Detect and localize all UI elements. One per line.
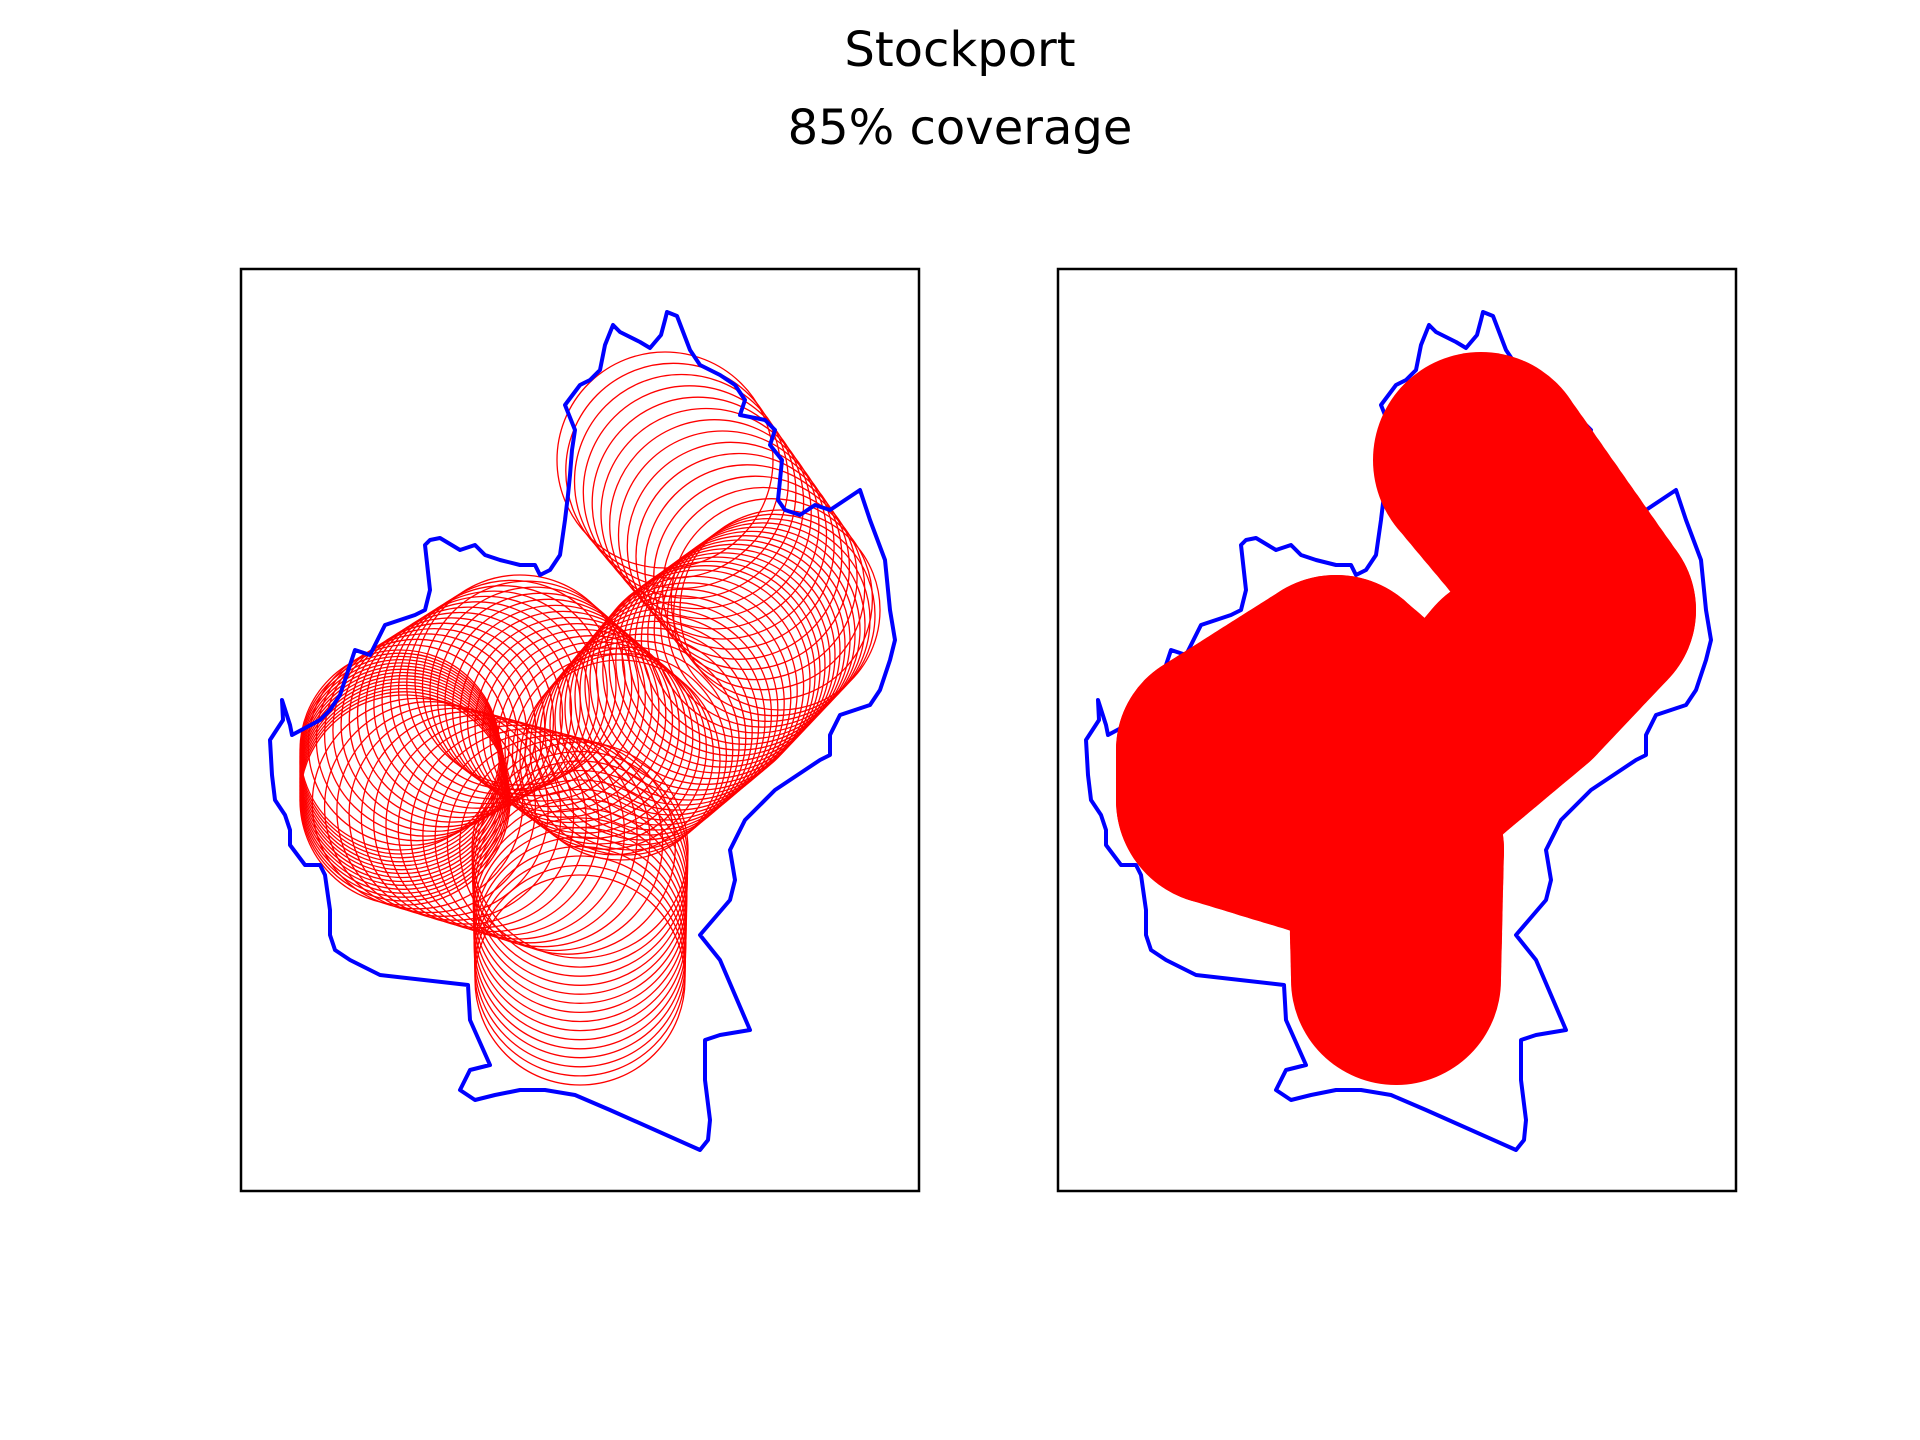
coverage-circle-outline: [589, 569, 811, 791]
coverage-circle-outline: [666, 517, 871, 723]
coverage-circle-outline: [459, 610, 667, 818]
coverage-circle-outline: [608, 556, 826, 774]
coverage-circle-filled: [1291, 875, 1501, 1085]
coverage-circle-outline: [653, 526, 861, 734]
coverage-circle-outline: [446, 734, 664, 952]
coverage-circle-outline: [569, 595, 785, 811]
coverage-circle-outline: [348, 617, 555, 823]
coverage-circle-outline: [459, 737, 676, 955]
coverage-circle-outline: [602, 560, 821, 780]
coverage-circle-outline: [373, 601, 581, 809]
coverage-circle-outline: [539, 633, 747, 841]
figure-subtitle: 85% coverage: [787, 100, 1133, 156]
coverage-circle-outline: [471, 769, 689, 986]
figure-title: Stockport: [844, 22, 1076, 78]
coverage-circle-outline: [626, 441, 835, 650]
coverage-circles-outline: [299, 351, 881, 1086]
coverage-circle-outline: [466, 616, 674, 824]
coverage-circle-outline: [434, 731, 651, 948]
coverage-circle-outline: [591, 396, 805, 610]
left-panel: [239, 267, 921, 1193]
coverage-circle-outline: [348, 707, 562, 921]
coverage-circle-outline: [365, 606, 573, 814]
coverage-circles-filled: [1116, 352, 1696, 1085]
coverage-circle-outline: [336, 704, 549, 917]
coverage-circle-outline: [644, 464, 851, 671]
coverage-circle-outline: [617, 430, 828, 640]
coverage-circle-outline: [473, 836, 687, 1050]
coverage-circle-outline: [582, 385, 797, 600]
coverage-circle-outline: [409, 724, 626, 940]
coverage-circle-outline: [584, 575, 805, 796]
coverage-circle-outline: [397, 721, 613, 936]
coverage-circle-outline: [559, 607, 773, 821]
coverage-circle-outline: [332, 627, 537, 833]
coverage-circle-outline: [323, 633, 528, 837]
coverage-circle-outline: [311, 697, 524, 910]
coverage-circle-outline: [574, 588, 792, 806]
coverage-circle-outline: [340, 622, 546, 828]
right-panel: [1056, 267, 1738, 1193]
coverage-circle-outline: [670, 498, 874, 701]
coverage-circle-outline: [660, 522, 866, 728]
coverage-circle-outline: [356, 611, 564, 819]
coverage-circle-outline: [672, 513, 876, 717]
coverage-circle-outline: [381, 595, 590, 805]
coverage-circle-outline: [564, 601, 779, 816]
coverage-circle-outline: [422, 727, 638, 944]
coverage-circle-outline: [635, 452, 843, 660]
coverage-circle-outline: [600, 407, 812, 620]
coverage-circle-outline: [323, 701, 537, 914]
coverage-circle-outline: [299, 694, 511, 906]
coverage-circle-outline: [474, 874, 686, 1086]
